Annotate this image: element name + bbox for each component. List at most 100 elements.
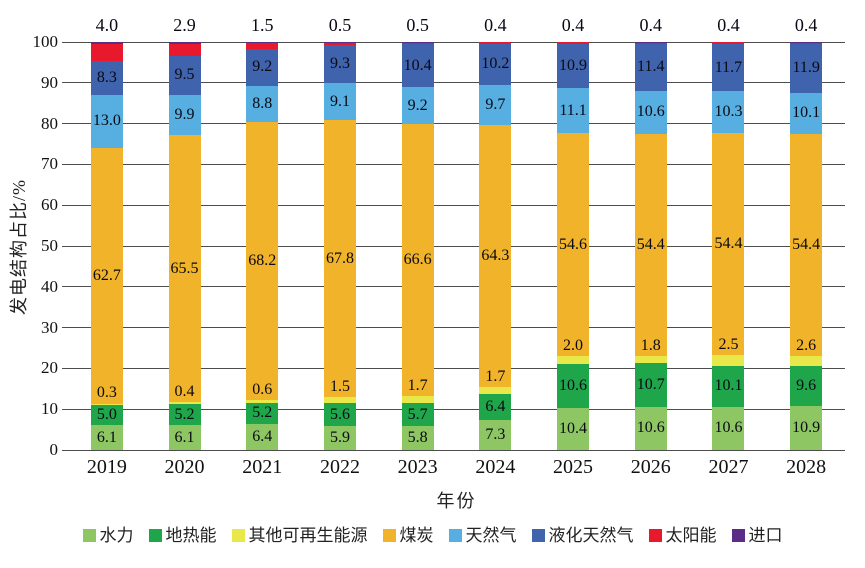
value-label-2020-coal: 65.5 bbox=[170, 259, 199, 277]
bar-2023-natural-gas-segment bbox=[401, 86, 434, 125]
bar-2025-hydro-segment bbox=[557, 407, 590, 450]
y-tick-mark bbox=[62, 204, 68, 206]
bar-2021-geothermal-segment bbox=[246, 402, 279, 424]
bar-2020-natural-gas-segment bbox=[168, 94, 201, 136]
bar-2024-solar-segment bbox=[479, 42, 512, 44]
legend-swatch-coal bbox=[382, 529, 396, 542]
y-tick-mark bbox=[62, 82, 68, 84]
bar-2028-solar-segment bbox=[790, 42, 823, 45]
bar-2027-solar-segment bbox=[712, 42, 745, 44]
bar-2026-lng-segment bbox=[634, 44, 667, 91]
legend-label-geothermal: 地热能 bbox=[165, 526, 217, 545]
value-label-2026-other-renewables: 1.8 bbox=[640, 336, 661, 354]
value-label-2020-geothermal: 5.2 bbox=[174, 405, 195, 423]
gridline-20 bbox=[68, 367, 845, 369]
bar-2025-solar-segment bbox=[557, 42, 590, 44]
bar-2019 bbox=[90, 42, 123, 450]
value-label-2019-solar: 4.0 bbox=[95, 15, 119, 35]
bar-2027 bbox=[712, 42, 745, 450]
bar-2024-lng-segment bbox=[479, 43, 512, 86]
value-label-2019-other-renewables: 0.3 bbox=[96, 384, 117, 402]
bar-2025-coal-segment bbox=[557, 133, 590, 357]
x-tick-label-2024: 2024 bbox=[475, 456, 516, 478]
bar-2027-coal-segment bbox=[712, 133, 745, 356]
bar-2027-geothermal-segment bbox=[712, 365, 745, 407]
bar-2022-coal-segment bbox=[323, 120, 356, 397]
value-label-2028-lng: 11.9 bbox=[792, 59, 820, 77]
plot-area: 6.1 5.0 0.3 62.7 13.0 8.3 4.0 6.1 5.2 0.4 65.5 9.9 9… bbox=[68, 16, 845, 451]
y-tick-label-10: 10 bbox=[41, 399, 58, 419]
x-tick-label-2022: 2022 bbox=[319, 456, 360, 478]
value-label-2021-coal: 68.2 bbox=[248, 252, 277, 270]
x-tick-label-2019: 2019 bbox=[86, 456, 127, 478]
x-tick-label-2025: 2025 bbox=[553, 456, 594, 478]
value-label-2027-solar: 0.4 bbox=[717, 15, 740, 35]
value-label-2026-lng: 11.4 bbox=[637, 58, 665, 76]
bar-2028-other-renewables-segment bbox=[790, 355, 823, 367]
bar-2028 bbox=[790, 42, 823, 450]
value-label-2028-geothermal: 9.6 bbox=[796, 376, 817, 394]
value-label-2027-coal: 54.4 bbox=[714, 235, 743, 253]
value-label-2024-coal: 64.3 bbox=[481, 246, 510, 264]
legend-swatch-other-renewables bbox=[231, 529, 245, 542]
value-label-2019-natural-gas: 13.0 bbox=[92, 112, 121, 130]
value-label-2025-coal: 54.6 bbox=[559, 235, 588, 253]
value-label-2022-other-renewables: 1.5 bbox=[329, 377, 350, 395]
bar-2025-natural-gas-segment bbox=[557, 88, 590, 134]
value-label-2024-hydro: 7.3 bbox=[485, 426, 506, 444]
value-label-2027-hydro: 10.6 bbox=[714, 419, 743, 437]
value-label-2028-solar: 0.4 bbox=[794, 15, 818, 35]
bar-2023-other-renewables-segment bbox=[401, 396, 434, 404]
value-label-2022-lng: 9.3 bbox=[329, 55, 350, 73]
legend-item-solar: 太阳能 bbox=[648, 526, 717, 545]
gridline-30 bbox=[68, 327, 845, 329]
value-label-2023-geothermal: 5.7 bbox=[407, 405, 428, 423]
bar-2026 bbox=[634, 42, 667, 450]
bar-2021 bbox=[246, 42, 279, 450]
bar-2027-hydro-segment bbox=[712, 406, 745, 450]
bar-2028-natural-gas-segment bbox=[790, 92, 823, 134]
bar-2024-natural-gas-segment bbox=[479, 85, 512, 125]
x-tick-label-2023: 2023 bbox=[397, 456, 438, 478]
gridline-40 bbox=[68, 286, 845, 288]
legend-label-solar: 太阳能 bbox=[665, 526, 717, 545]
bar-2024-hydro-segment bbox=[479, 420, 512, 450]
y-tick-label-50: 50 bbox=[41, 236, 58, 255]
bar-2020-solar-segment bbox=[168, 44, 201, 56]
value-label-2020-other-renewables: 0.4 bbox=[174, 383, 195, 401]
legend-item-coal: 煤炭 bbox=[382, 527, 434, 544]
bar-2022-lng-segment bbox=[323, 45, 356, 84]
bar-2019-import-segment bbox=[90, 42, 123, 45]
value-label-2024-lng: 10.2 bbox=[481, 55, 510, 73]
bar-2020-coal-segment bbox=[168, 135, 201, 403]
bar-2021-lng-segment bbox=[246, 48, 279, 87]
value-label-2025-lng: 10.9 bbox=[559, 56, 588, 74]
value-label-2026-solar: 0.4 bbox=[639, 15, 663, 35]
bar-2021-hydro-segment bbox=[246, 423, 279, 450]
bar-2028-geothermal-segment bbox=[790, 366, 823, 406]
value-label-2022-geothermal: 5.6 bbox=[329, 405, 350, 423]
value-label-2028-other-renewables: 2.6 bbox=[796, 336, 817, 354]
value-label-2027-natural-gas: 10.3 bbox=[714, 103, 743, 121]
legend-label-lng: 液化天然气 bbox=[548, 526, 634, 545]
y-tick-label-20: 20 bbox=[41, 358, 58, 378]
legend-swatch-hydro bbox=[82, 529, 96, 542]
legend-label-import: 进口 bbox=[748, 526, 783, 545]
gridline-80 bbox=[68, 123, 845, 125]
bar-2023-coal-segment bbox=[401, 124, 434, 397]
bar-2019-lng-segment bbox=[90, 60, 123, 95]
value-label-2019-geothermal: 5.0 bbox=[96, 405, 117, 423]
value-label-2023-other-renewables: 1.7 bbox=[407, 377, 428, 395]
value-label-2020-lng: 9.5 bbox=[174, 66, 195, 84]
bar-2020-lng-segment bbox=[168, 55, 201, 95]
x-tick-label-2026: 2026 bbox=[630, 456, 671, 478]
bar-2024 bbox=[479, 42, 512, 450]
legend-swatch-natural-gas bbox=[448, 529, 462, 542]
value-label-2026-hydro: 10.6 bbox=[636, 419, 665, 437]
bar-2020 bbox=[168, 42, 201, 450]
bar-2019-geothermal-segment bbox=[90, 404, 123, 426]
value-label-2021-geothermal: 5.2 bbox=[252, 404, 273, 422]
value-label-2023-solar: 0.5 bbox=[406, 15, 429, 35]
legend-swatch-import bbox=[731, 529, 745, 542]
legend-item-other-renewables: 其他可再生能源 bbox=[231, 527, 368, 544]
